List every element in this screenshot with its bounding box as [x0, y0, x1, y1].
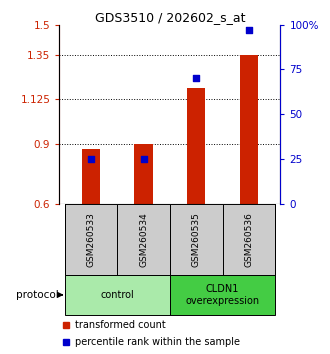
- Point: [88, 156, 94, 162]
- Text: transformed count: transformed count: [75, 320, 166, 330]
- Text: GSM260533: GSM260533: [86, 212, 95, 267]
- Text: GSM260536: GSM260536: [245, 212, 253, 267]
- Bar: [82, 149, 100, 204]
- Text: protocol: protocol: [16, 290, 58, 300]
- Text: GSM260534: GSM260534: [139, 212, 148, 267]
- Bar: [170, 204, 223, 275]
- Point: [194, 75, 199, 81]
- Bar: [223, 204, 275, 275]
- Bar: [170, 275, 275, 315]
- Bar: [134, 144, 153, 204]
- Bar: [187, 88, 206, 204]
- Text: percentile rank within the sample: percentile rank within the sample: [75, 337, 240, 347]
- Bar: [240, 55, 258, 204]
- Text: control: control: [100, 290, 134, 300]
- Point: [246, 27, 251, 33]
- Bar: [65, 275, 170, 315]
- Bar: [117, 204, 170, 275]
- Text: CLDN1
overexpression: CLDN1 overexpression: [185, 284, 260, 306]
- Text: GSM260535: GSM260535: [192, 212, 201, 267]
- Title: GDS3510 / 202602_s_at: GDS3510 / 202602_s_at: [95, 11, 245, 24]
- Point: [141, 156, 146, 162]
- Bar: [65, 204, 117, 275]
